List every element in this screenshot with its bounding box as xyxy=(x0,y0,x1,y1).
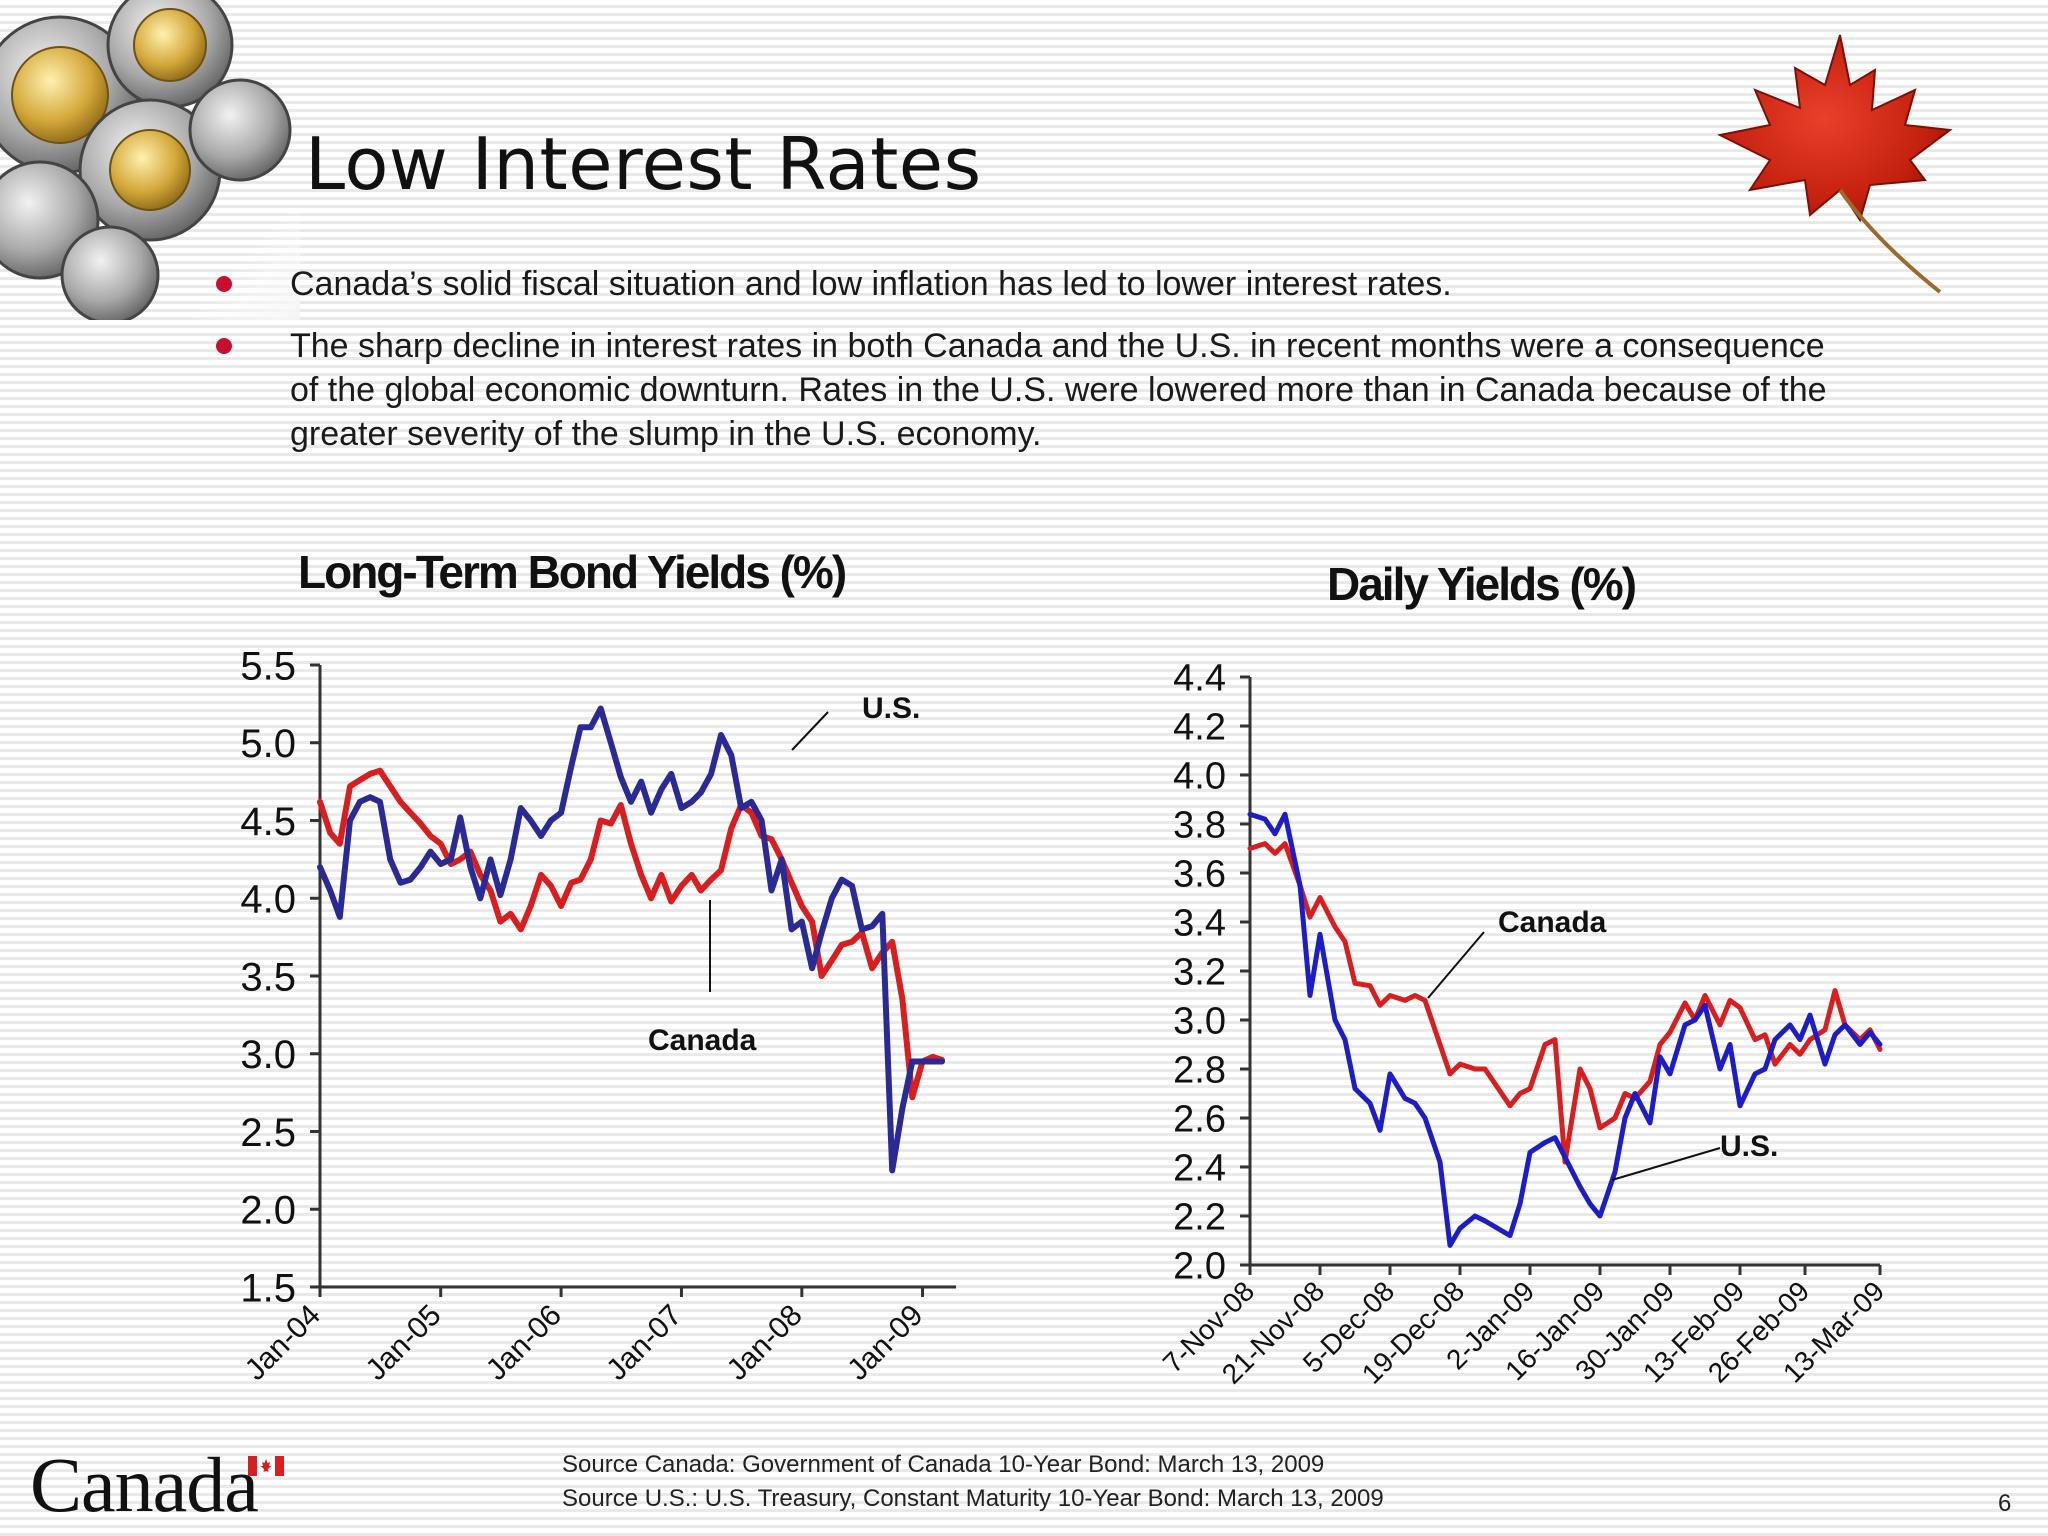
source-notes: Source Canada: Government of Canada 10-Y… xyxy=(562,1448,1384,1516)
canada-wordmark: Canada xyxy=(30,1441,259,1528)
y-tick-label: 3.8 xyxy=(1173,805,1226,847)
y-tick-label: 4.5 xyxy=(240,800,296,844)
source-canada: Source Canada: Government of Canada 10-Y… xyxy=(562,1451,1325,1478)
y-tick-label: 3.0 xyxy=(1173,1001,1226,1043)
slide-title: Low Interest Rates xyxy=(305,122,982,206)
y-tick-label: 4.2 xyxy=(1173,707,1226,749)
chart-title-daily-yields: Daily Yields (%) xyxy=(1327,558,1637,610)
y-tick-label: 2.4 xyxy=(1173,1148,1226,1190)
bullet-text: The sharp decline in interest rates in b… xyxy=(290,327,1827,453)
source-us: Source U.S.: U.S. Treasury, Constant Mat… xyxy=(562,1485,1384,1512)
y-tick-label: 2.6 xyxy=(1173,1099,1226,1141)
page-number: 6 xyxy=(1998,1490,2012,1517)
y-tick-label: 4.0 xyxy=(240,878,296,922)
y-tick-label: 2.5 xyxy=(240,1111,296,1155)
y-tick-label: 3.4 xyxy=(1173,903,1226,945)
bullet-dot-icon xyxy=(216,338,232,354)
series-line-us xyxy=(317,705,945,1174)
coins-image xyxy=(0,0,300,320)
y-tick-label: 3.0 xyxy=(240,1033,296,1077)
series-line-us xyxy=(1247,811,1883,1248)
maple-leaf-image xyxy=(1716,34,1953,294)
series-line-canada xyxy=(1247,841,1883,1165)
bullet-text: Canada’s solid fiscal situation and low … xyxy=(290,265,1452,303)
y-tick-label: 5.0 xyxy=(240,722,296,766)
y-tick-label: 2.0 xyxy=(240,1189,296,1233)
annotation-leader-line xyxy=(1611,1147,1721,1181)
bullet-item: The sharp decline in interest rates in b… xyxy=(210,324,1830,456)
canada-flag-icon xyxy=(248,1456,284,1476)
bullet-item: Canada’s solid fiscal situation and low … xyxy=(210,262,1830,306)
y-tick-label: 1.5 xyxy=(240,1266,296,1310)
series-annotation-label: U.S. xyxy=(862,692,920,725)
series-annotation-label: Canada xyxy=(1498,906,1607,939)
y-tick-label: 2.0 xyxy=(1173,1246,1226,1288)
bullet-dot-icon xyxy=(216,276,232,292)
y-tick-label: 5.5 xyxy=(240,644,296,688)
y-tick-label: 2.8 xyxy=(1173,1050,1226,1092)
annotation-leader-line xyxy=(1427,931,1485,999)
annotation-leader-line xyxy=(791,711,829,751)
series-line-canada xyxy=(317,767,945,1101)
y-tick-label: 2.2 xyxy=(1173,1197,1226,1239)
y-tick-label: 3.5 xyxy=(240,955,296,999)
y-tick-label: 3.6 xyxy=(1173,854,1226,896)
y-tick-label: 4.0 xyxy=(1173,756,1226,798)
bullet-list: Canada’s solid fiscal situation and low … xyxy=(210,262,1830,474)
y-tick-label: 3.2 xyxy=(1173,952,1226,994)
series-annotation-label: Canada xyxy=(648,1024,757,1057)
y-tick-label: 4.4 xyxy=(1173,658,1226,700)
series-annotation-label: U.S. xyxy=(1720,1130,1778,1163)
chart-title-long-term-bond-yields: Long-Term Bond Yields (%) xyxy=(298,546,847,598)
